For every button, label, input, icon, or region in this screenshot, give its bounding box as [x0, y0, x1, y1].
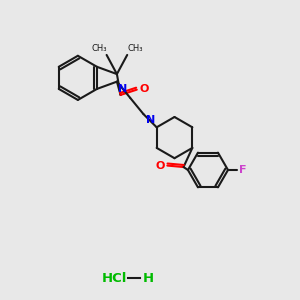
Text: H: H: [143, 272, 154, 285]
Text: O: O: [139, 84, 148, 94]
Text: HCl: HCl: [102, 272, 128, 285]
Text: O: O: [156, 160, 165, 171]
Text: N: N: [146, 115, 155, 125]
Text: N: N: [118, 84, 127, 94]
Text: CH₃: CH₃: [91, 44, 106, 52]
Text: CH₃: CH₃: [127, 44, 143, 52]
Text: F: F: [239, 165, 247, 175]
